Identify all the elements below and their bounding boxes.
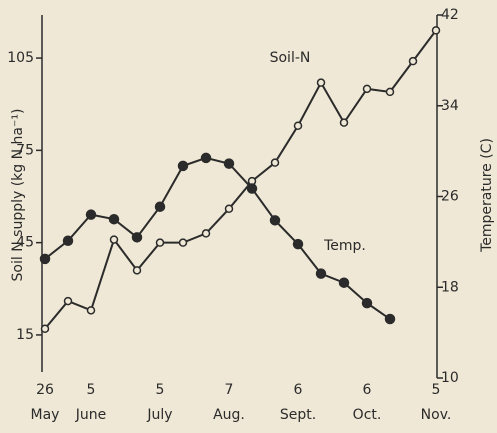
- point: [63, 296, 73, 306]
- point: [246, 183, 258, 194]
- annotation: Temp.: [323, 238, 366, 254]
- point: [292, 238, 304, 250]
- annotation: Soil-N: [270, 50, 311, 66]
- point: [385, 87, 395, 97]
- x-tick-label: 7: [225, 382, 234, 398]
- point: [338, 277, 350, 288]
- point: [85, 209, 97, 220]
- point: [62, 235, 74, 246]
- point: [270, 158, 280, 167]
- point: [178, 238, 188, 247]
- point: [431, 26, 441, 35]
- point: [155, 238, 165, 247]
- point: [223, 158, 235, 169]
- x-tick-label: Aug.: [213, 407, 245, 423]
- point: [201, 229, 211, 238]
- point: [86, 306, 96, 315]
- x-tick-label: May: [31, 407, 60, 423]
- point: [109, 235, 119, 244]
- y-tick-label: 75: [16, 142, 34, 158]
- series-line: [44, 29, 437, 330]
- x-tick-label: 26: [36, 382, 54, 398]
- x-tick-label: 5: [87, 382, 96, 398]
- point: [362, 84, 372, 94]
- point: [177, 160, 189, 172]
- x-tick-label: Oct.: [353, 407, 382, 423]
- y2-tick-label: 34: [441, 98, 459, 114]
- series-line: [44, 156, 391, 320]
- point: [40, 324, 50, 334]
- x-tick-label: Nov.: [421, 407, 452, 423]
- x-tick-label: Sept.: [280, 407, 316, 423]
- point: [200, 152, 212, 164]
- point: [132, 266, 142, 275]
- y2-tick-label: 18: [441, 279, 459, 295]
- y-tick-label: 105: [7, 50, 34, 66]
- point: [361, 297, 373, 309]
- y-tick-label: 15: [16, 327, 34, 343]
- y2-tick-label: 10: [441, 370, 459, 386]
- point: [293, 121, 303, 130]
- point: [224, 204, 234, 214]
- point: [108, 213, 120, 225]
- y-axis-label: Soil N supply (kg N ha⁻¹): [10, 109, 26, 282]
- y-tick-label: 45: [16, 235, 34, 251]
- x-tick-label: 6: [294, 382, 303, 398]
- point: [384, 313, 396, 325]
- point: [269, 215, 281, 226]
- x-tick-label: 6: [363, 382, 372, 398]
- y2-axis-label: Temperature (C): [479, 138, 495, 253]
- x-tick-label: 5: [156, 382, 165, 398]
- point: [315, 268, 327, 279]
- x-tick-label: June: [75, 407, 107, 423]
- point: [408, 56, 418, 66]
- point: [154, 201, 166, 212]
- x-tick-label: 5: [432, 382, 441, 398]
- point: [339, 118, 349, 127]
- x-tick-label: July: [146, 407, 172, 423]
- y2-tick-label: 42: [441, 7, 459, 23]
- y2-tick-label: 26: [441, 189, 459, 205]
- point: [131, 232, 143, 243]
- point: [39, 253, 51, 265]
- point: [316, 78, 326, 87]
